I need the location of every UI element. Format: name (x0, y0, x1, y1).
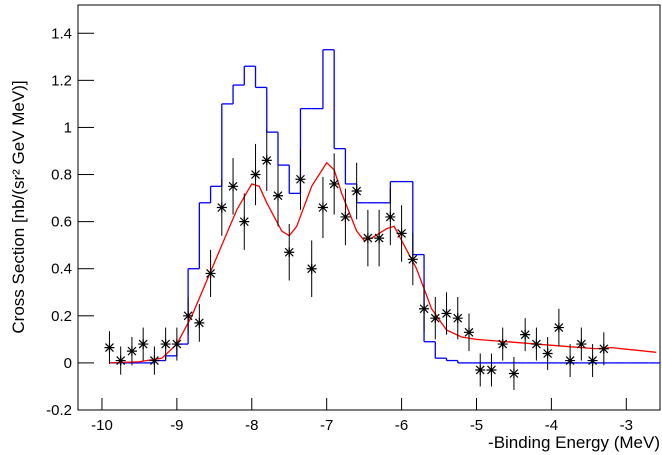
data-point (317, 202, 328, 213)
data-point (115, 355, 126, 366)
y-tick-label: 0.2 (51, 308, 72, 325)
data-point (542, 348, 553, 359)
x-tick-label: -7 (320, 417, 333, 434)
plot-frame (77, 4, 661, 411)
data-point (183, 310, 194, 321)
data-point (587, 355, 598, 366)
data-point (463, 327, 474, 338)
data-point (250, 169, 261, 180)
data-point (565, 355, 576, 366)
data-point (272, 190, 283, 201)
data-point (295, 174, 306, 185)
data-point (261, 155, 272, 166)
data-point (104, 342, 115, 353)
y-tick-label: 1.4 (51, 25, 72, 42)
y-axis-label: Cross Section [nb/(sr² GeV MeV)] (9, 80, 28, 333)
data-point (160, 339, 171, 350)
data-point (520, 329, 531, 340)
data-point (374, 233, 385, 244)
data-point (407, 254, 418, 265)
data-point (396, 228, 407, 239)
y-tick-label: 0 (64, 355, 72, 372)
data-point (351, 186, 362, 197)
data-point (216, 202, 227, 213)
data-point (452, 313, 463, 324)
data-point (598, 343, 609, 354)
data-point (486, 364, 497, 375)
y-tick-label: 0.4 (51, 261, 72, 278)
data-point (497, 339, 508, 350)
data-point (205, 268, 216, 279)
y-tick-label: 1.2 (51, 72, 72, 89)
data-point (576, 339, 587, 350)
data-point (419, 303, 430, 314)
x-tick-label: -6 (395, 417, 408, 434)
data-point (531, 339, 542, 350)
data-point (149, 355, 160, 366)
data-point (126, 346, 137, 357)
fit-curve (109, 161, 657, 364)
data-point (430, 313, 441, 324)
data-point (194, 317, 205, 328)
data-point (329, 178, 340, 189)
x-tick-label: -4 (545, 417, 558, 434)
x-axis-label: -Binding Energy (MeV) (488, 433, 660, 452)
x-tick-label: -9 (170, 417, 183, 434)
data-point (340, 211, 351, 222)
data-point (475, 364, 486, 375)
data-point (239, 216, 250, 227)
data-point (284, 247, 295, 258)
y-tick-label: 1 (64, 119, 72, 136)
data-point (508, 368, 519, 379)
data-point (441, 308, 452, 319)
data-point (228, 181, 239, 192)
x-tick-label: -3 (620, 417, 633, 434)
data-point (362, 233, 373, 244)
data-point (171, 339, 182, 350)
y-tick-label: 0.6 (51, 214, 72, 231)
data-point (138, 339, 149, 350)
y-tick-label: 0.8 (51, 167, 72, 184)
x-tick-label: -8 (245, 417, 258, 434)
data-point (306, 263, 317, 274)
x-tick-label: -5 (470, 417, 483, 434)
data-point (553, 322, 564, 333)
x-tick-label: -10 (91, 417, 113, 434)
y-tick-label: -0.2 (46, 402, 72, 419)
data-point (385, 211, 396, 222)
